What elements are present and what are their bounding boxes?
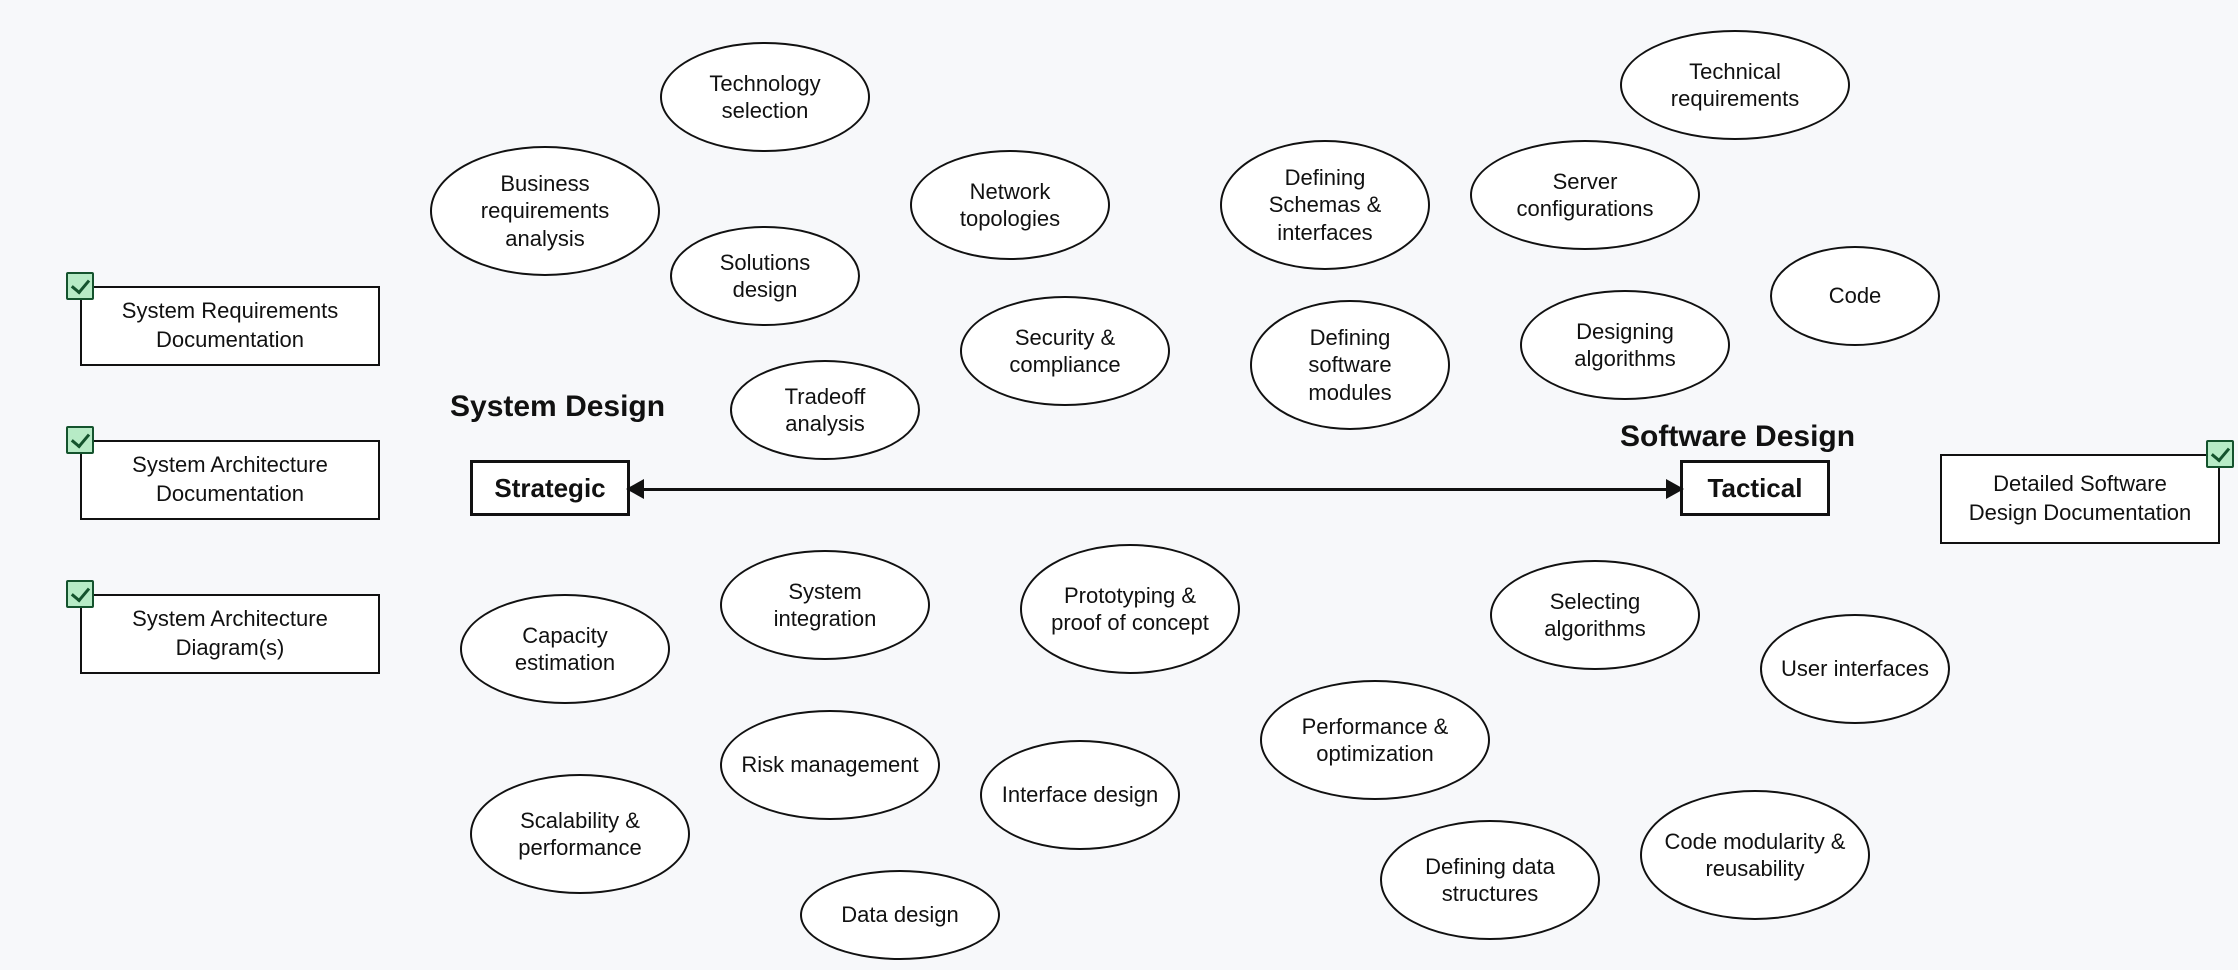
axis-arrow-head-left <box>626 479 644 499</box>
ellipse-data-design: Data design <box>800 870 1000 960</box>
ellipse-capacity: Capacity estimation <box>460 594 670 704</box>
check-icon <box>66 580 94 608</box>
ellipse-tech-selection: Technology selection <box>660 42 870 152</box>
ellipse-schemas: Defining Schemas & interfaces <box>1220 140 1430 270</box>
doc-box-sys-arch-diag: System Architecture Diagram(s) <box>80 594 380 674</box>
ellipse-user-interfaces: User interfaces <box>1760 614 1950 724</box>
axis-arrow-head-right <box>1666 479 1684 499</box>
heading-system-design: System Design <box>450 390 665 424</box>
ellipse-risk: Risk management <box>720 710 940 820</box>
axis-arrow-line <box>640 488 1670 491</box>
check-icon <box>66 426 94 454</box>
ellipse-net-topo: Network topologies <box>910 150 1110 260</box>
ellipse-code: Code <box>1770 246 1940 346</box>
ellipse-sec-compliance: Security & compliance <box>960 296 1170 406</box>
check-icon <box>2206 440 2234 468</box>
ellipse-server-conf: Server configurations <box>1470 140 1700 250</box>
ellipse-biz-req: Business requirements analysis <box>430 146 660 276</box>
axis-label-tactical: Tactical <box>1680 460 1830 516</box>
diagram-canvas: System Design Software Design Strategic … <box>0 0 2238 970</box>
heading-software-design: Software Design <box>1620 420 1855 454</box>
ellipse-interface-design: Interface design <box>980 740 1180 850</box>
ellipse-tech-req: Technical requirements <box>1620 30 1850 140</box>
ellipse-data-structures: Defining data structures <box>1380 820 1600 940</box>
ellipse-design-algo: Designing algorithms <box>1520 290 1730 400</box>
ellipse-scalability: Scalability & performance <box>470 774 690 894</box>
ellipse-code-mod: Code modularity & reusability <box>1640 790 1870 920</box>
doc-box-sys-req-doc: System Requirements Documentation <box>80 286 380 366</box>
ellipse-sys-integration: System integration <box>720 550 930 660</box>
ellipse-select-algo: Selecting algorithms <box>1490 560 1700 670</box>
check-icon <box>66 272 94 300</box>
doc-box-sys-arch-doc: System Architecture Documentation <box>80 440 380 520</box>
doc-box-detailed-sw-doc: Detailed Software Design Documentation <box>1940 454 2220 544</box>
ellipse-perf-opt: Performance & optimization <box>1260 680 1490 800</box>
ellipse-prototyping: Prototyping & proof of concept <box>1020 544 1240 674</box>
ellipse-tradeoff: Tradeoff analysis <box>730 360 920 460</box>
ellipse-solutions-design: Solutions design <box>670 226 860 326</box>
axis-label-strategic: Strategic <box>470 460 630 516</box>
ellipse-sw-modules: Defining software modules <box>1250 300 1450 430</box>
